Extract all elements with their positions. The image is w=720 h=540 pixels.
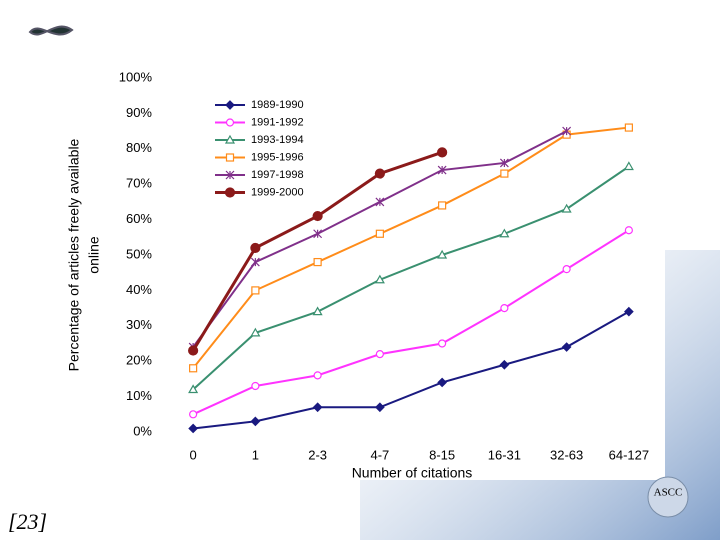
- data-point: [624, 306, 634, 317]
- data-point: [250, 327, 261, 337]
- data-point: [375, 402, 385, 413]
- series-line: [193, 310, 630, 430]
- y-tick-label: 20%: [126, 353, 152, 368]
- chart-area: [60, 60, 665, 480]
- data-point: [624, 226, 633, 235]
- y-tick-label: 60%: [126, 211, 152, 226]
- x-tick-label: 1: [252, 447, 259, 462]
- x-tick-label: 2-3: [308, 447, 327, 462]
- data-point: [189, 410, 198, 419]
- data-point: [312, 306, 323, 316]
- data-point: [437, 377, 447, 388]
- ascc-logo: [647, 476, 689, 518]
- y-tick-label: 40%: [126, 282, 152, 297]
- data-point: [313, 229, 323, 239]
- data-point: [437, 249, 448, 259]
- x-tick-label: 4-7: [370, 447, 389, 462]
- y-tick-label: 80%: [126, 140, 152, 155]
- x-tick-label: 0: [190, 447, 197, 462]
- data-point: [250, 416, 261, 427]
- data-point: [188, 384, 199, 394]
- data-point: [313, 257, 322, 267]
- y-tick-label: 50%: [126, 246, 152, 261]
- data-point: [312, 402, 323, 413]
- data-point: [562, 126, 572, 136]
- y-axis-title: online: [86, 236, 102, 274]
- data-point: [500, 304, 509, 313]
- x-tick-label: 32-63: [550, 447, 583, 462]
- legend-label: 1991-1992: [251, 116, 304, 128]
- data-point: [499, 228, 510, 238]
- x-tick-label: 64-127: [609, 447, 649, 462]
- x-tick-label: 8-15: [429, 447, 455, 462]
- data-point: [624, 123, 633, 132]
- logo: [28, 25, 74, 36]
- data-point: [251, 286, 260, 295]
- y-tick-label: 30%: [126, 317, 152, 332]
- y-tick-label: 90%: [126, 105, 152, 120]
- legend-label: 1999-2000: [251, 186, 304, 198]
- legend-label: 1997-1998: [251, 169, 304, 181]
- legend-marker: [225, 118, 235, 127]
- legend-marker: [224, 134, 236, 144]
- data-point: [561, 203, 572, 213]
- data-point: [188, 345, 199, 356]
- data-point: [623, 161, 634, 171]
- x-tick-label: 16-31: [488, 447, 521, 462]
- y-tick-label: 0%: [133, 423, 152, 438]
- legend-marker: [225, 170, 235, 180]
- ascc-logo-text: ASCC: [654, 487, 683, 499]
- series-line: [192, 165, 630, 391]
- data-point: [250, 242, 261, 254]
- data-point: [374, 168, 385, 179]
- data-point: [561, 342, 572, 352]
- data-point: [250, 257, 260, 267]
- data-point: [374, 274, 385, 284]
- x-axis-title: Number of citations: [352, 465, 473, 481]
- legend-marker: [225, 153, 235, 162]
- legend-label: 1995-1996: [251, 151, 304, 163]
- footnote: [23]: [8, 509, 47, 534]
- data-point: [251, 381, 260, 391]
- y-tick-label: 70%: [126, 176, 152, 191]
- data-point: [313, 371, 322, 380]
- legend-marker: [225, 100, 235, 110]
- data-point: [189, 364, 198, 373]
- y-axis-title: Percentage of articles freely available: [66, 138, 82, 371]
- data-point: [375, 350, 384, 359]
- legend-label: 1989-1990: [251, 99, 304, 111]
- data-point: [500, 169, 509, 178]
- data-point: [438, 339, 447, 348]
- data-point: [499, 158, 509, 168]
- data-point: [375, 197, 385, 207]
- data-point: [312, 210, 323, 222]
- data-point: [499, 359, 510, 370]
- data-point: [375, 229, 384, 238]
- legend-marker: [224, 187, 236, 198]
- series-line: [192, 229, 630, 416]
- data-point: [438, 201, 447, 210]
- y-tick-label: 10%: [126, 388, 152, 403]
- data-point: [437, 165, 447, 175]
- data-point: [562, 265, 571, 274]
- y-tick-label: 100%: [119, 69, 153, 84]
- data-point: [437, 147, 448, 158]
- series-line: [192, 126, 629, 369]
- legend-label: 1993-1994: [251, 134, 304, 146]
- data-point: [188, 423, 198, 434]
